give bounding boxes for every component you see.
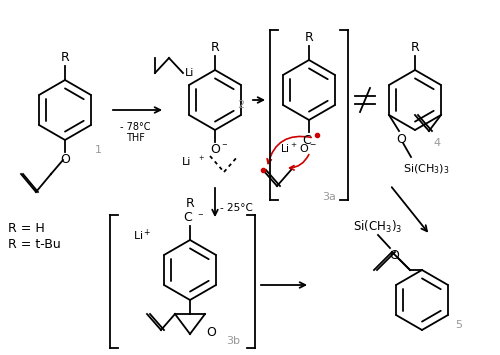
Text: - 78°C: - 78°C: [120, 122, 150, 132]
Text: R: R: [60, 51, 70, 64]
Text: $^+$: $^+$: [197, 155, 205, 165]
Text: Li$^+$: Li$^+$: [280, 141, 298, 154]
Text: C: C: [184, 211, 192, 224]
Text: 1: 1: [95, 145, 102, 155]
Text: Li$^+$: Li$^+$: [132, 227, 152, 243]
Text: $^-$: $^-$: [196, 212, 204, 222]
Text: R: R: [410, 41, 420, 54]
Text: R: R: [186, 197, 194, 210]
Text: C: C: [302, 134, 312, 147]
Text: Li: Li: [185, 68, 194, 78]
Text: Li: Li: [182, 157, 192, 167]
Text: Si(CH$_3$)$_3$: Si(CH$_3$)$_3$: [354, 219, 403, 235]
Text: O: O: [210, 143, 220, 156]
Text: $^-$: $^-$: [220, 142, 228, 152]
Text: 5: 5: [455, 320, 462, 330]
Text: O: O: [396, 133, 406, 146]
Text: R: R: [304, 31, 314, 44]
Text: 3b: 3b: [226, 336, 240, 346]
Text: O: O: [389, 249, 399, 262]
Text: R = H: R = H: [8, 222, 45, 235]
Text: O$^-$: O$^-$: [299, 142, 317, 154]
Text: - 25°C: - 25°C: [220, 203, 253, 213]
Text: 3a: 3a: [322, 192, 336, 202]
Text: Si(CH$_3$)$_3$: Si(CH$_3$)$_3$: [403, 162, 450, 176]
Text: R = t-Bu: R = t-Bu: [8, 238, 61, 251]
Text: R: R: [210, 41, 220, 54]
Text: THF: THF: [126, 133, 144, 143]
Text: 4: 4: [433, 138, 440, 148]
FancyArrowPatch shape: [290, 154, 309, 170]
FancyArrowPatch shape: [267, 136, 312, 164]
Text: 2: 2: [237, 100, 244, 110]
Text: O: O: [206, 326, 216, 339]
Text: O: O: [60, 153, 70, 166]
